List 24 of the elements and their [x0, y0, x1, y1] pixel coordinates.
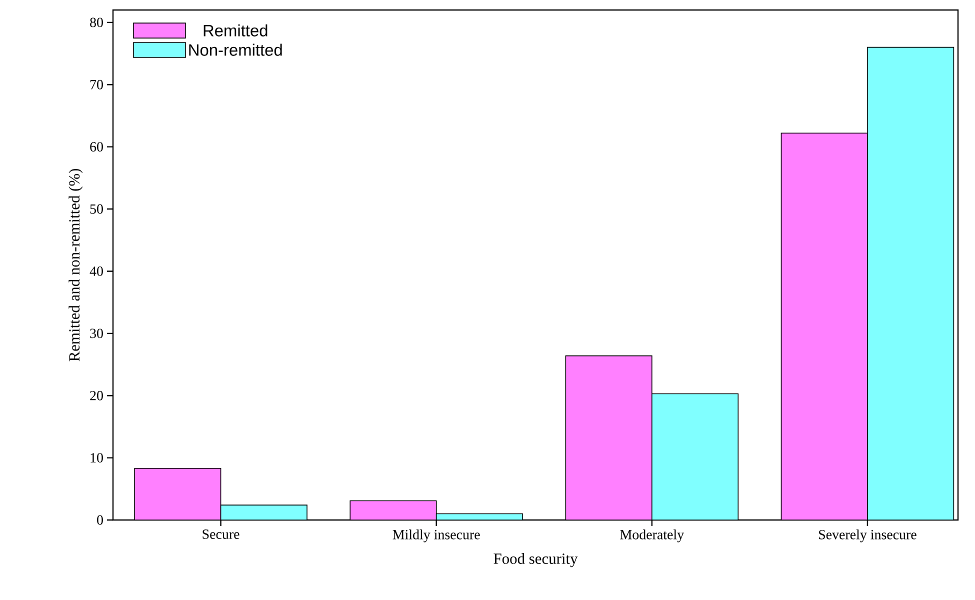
y-axis-title: Remitted and non-remitted (%)	[68, 168, 83, 362]
y-tick-label: 30	[90, 328, 103, 338]
y-tick-label: 10	[90, 453, 103, 463]
x-tick-label: Secure	[202, 530, 240, 539]
y-tick-label: 40	[90, 266, 103, 276]
bar	[565, 355, 652, 520]
x-tick-label: Mildly insecure	[392, 530, 480, 542]
y-tick-label: 20	[90, 390, 103, 400]
y-tick-label: 80	[90, 18, 103, 28]
x-tick-label: Severely insecure	[819, 530, 916, 542]
y-tick-label: 0	[97, 515, 103, 525]
bar	[780, 132, 868, 520]
x-axis-title: Food security	[494, 553, 578, 568]
legend-label: Non-remitted	[189, 44, 282, 56]
bar	[220, 504, 308, 520]
y-tick-label: 50	[90, 204, 103, 214]
bar	[652, 393, 739, 520]
bar	[350, 500, 436, 520]
x-tick-label: Moderately	[620, 530, 684, 542]
y-tick-label: 70	[90, 80, 103, 90]
bar	[867, 46, 954, 520]
legend-label: Remitted	[204, 24, 268, 36]
bar	[134, 468, 222, 520]
y-tick-label: 60	[90, 142, 103, 152]
